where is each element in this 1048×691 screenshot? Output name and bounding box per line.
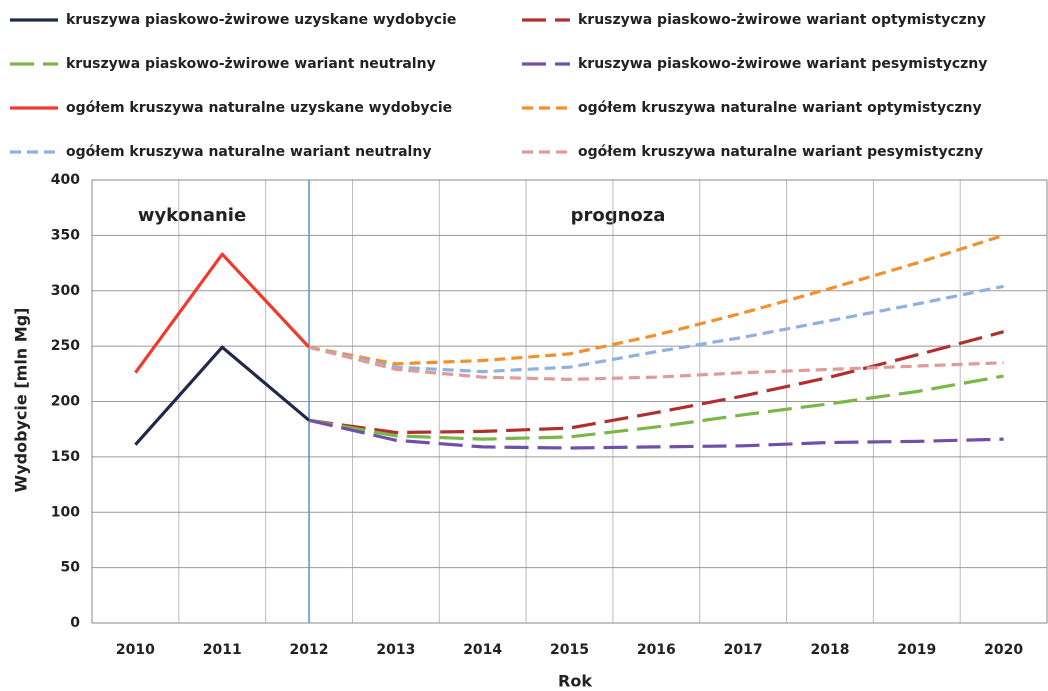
x-tick-label: 2011 (203, 642, 242, 658)
legend-label: kruszywa piaskowo-żwirowe wariant pesymi… (578, 56, 987, 72)
series-line (134, 345, 311, 446)
series-line (308, 374, 1004, 441)
x-tick-label: 2014 (463, 642, 502, 658)
legend-label: kruszywa piaskowo-żwirowe uzyskane wydob… (66, 12, 456, 28)
x-tick-label: 2013 (376, 642, 415, 658)
legend-label: kruszywa piaskowo-żwirowe wariant optymi… (578, 12, 986, 28)
x-tick-label: 2015 (550, 642, 589, 658)
series-line (308, 345, 1004, 381)
legend-label: ogółem kruszywa naturalne wariant pesymi… (578, 144, 983, 160)
y-tick-label: 250 (51, 338, 80, 354)
legend-label: ogółem kruszywa naturalne wariant optymi… (578, 100, 982, 116)
y-tick-label: 150 (51, 449, 80, 465)
series-line (308, 233, 1005, 366)
y-tick-label: 400 (51, 172, 80, 188)
x-axis-title: Rok (558, 672, 592, 691)
y-tick-label: 100 (51, 504, 80, 520)
plot-frame (91, 179, 1048, 624)
x-tick-label: 2018 (810, 642, 849, 658)
x-tick-label: 2010 (116, 642, 155, 658)
y-tick-label: 350 (51, 227, 80, 243)
series-line (134, 252, 311, 374)
y-tick-label: 200 (51, 394, 80, 410)
y-tick-label: 300 (51, 283, 80, 299)
series-line (308, 284, 1004, 374)
y-axis-title: Wydobycie [mln Mg] (12, 308, 31, 493)
x-tick-label: 2016 (637, 642, 676, 658)
series-line (308, 330, 1005, 435)
x-tick-label: 2017 (724, 642, 763, 658)
y-tick-label: 0 (70, 615, 80, 631)
x-tick-label: 2012 (290, 642, 329, 658)
y-tick-label: 50 (61, 560, 81, 576)
legend-label: kruszywa piaskowo-żwirowe wariant neutra… (66, 56, 436, 72)
x-tick-label: 2020 (984, 642, 1023, 658)
series-line (308, 418, 1004, 450)
legend-label: ogółem kruszywa naturalne wariant neutra… (66, 144, 431, 160)
x-tick-label: 2019 (897, 642, 936, 658)
legend-label: ogółem kruszywa naturalne uzyskane wydob… (66, 100, 452, 116)
annotation: wykonanie (138, 205, 246, 226)
annotation: prognoza (571, 205, 666, 226)
